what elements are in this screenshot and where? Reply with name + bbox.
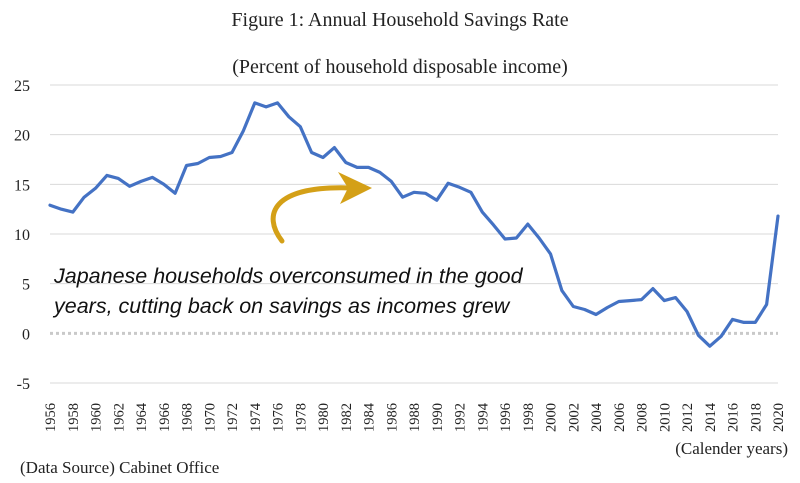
x-tick-label: 1956 xyxy=(43,403,59,432)
series-group xyxy=(48,101,780,348)
y-tick-label: 10 xyxy=(14,227,30,244)
y-tick-label: 15 xyxy=(14,177,30,194)
x-axis-label: (Calender years) xyxy=(675,439,788,458)
x-tick-label: 2008 xyxy=(635,403,651,432)
data-source: (Data Source) Cabinet Office xyxy=(20,458,219,477)
y-tick-label: -5 xyxy=(17,376,30,393)
gridlines xyxy=(50,84,778,384)
y-tick-label: 25 xyxy=(14,78,30,95)
annotation-arrowhead-icon xyxy=(338,172,372,204)
x-tick-label: 2020 xyxy=(771,403,787,432)
y-tick-label: 0 xyxy=(22,326,30,343)
x-tick-label: 2010 xyxy=(657,403,673,432)
x-tick-label: 1968 xyxy=(180,403,196,432)
x-tick-labels: 1956 1958 1960 1962 1964 1966 1968 1970 1972 1974… xyxy=(43,402,787,432)
annotation-arrow-icon xyxy=(270,185,355,244)
x-tick-label: 2004 xyxy=(589,402,605,432)
series-line xyxy=(48,101,780,348)
x-tick-label: 2000 xyxy=(544,403,560,432)
x-tick-label: 1994 xyxy=(475,402,491,432)
x-tick-label: 2012 xyxy=(680,403,696,432)
x-tick-label: 1962 xyxy=(111,403,127,432)
chart-title: Figure 1: Annual Household Savings Rate xyxy=(231,9,568,31)
x-tick-label: 1990 xyxy=(430,403,446,432)
x-tick-label: 1998 xyxy=(521,403,537,432)
x-tick-label: 2006 xyxy=(612,403,628,432)
x-tick-label: 2002 xyxy=(566,403,582,432)
x-tick-label: 1960 xyxy=(89,403,105,432)
x-tick-label: 2016 xyxy=(726,403,742,432)
x-tick-label: 1988 xyxy=(407,403,423,432)
x-tick-label: 1966 xyxy=(157,403,173,432)
x-tick-label: 1982 xyxy=(339,403,355,432)
annotation-line-2: years, cutting back on savings as income… xyxy=(52,294,511,318)
x-tick-label: 1978 xyxy=(293,403,309,432)
y-tick-label: 20 xyxy=(14,128,30,145)
x-tick-label: 1970 xyxy=(202,403,218,432)
x-tick-label: 2018 xyxy=(748,403,764,432)
y-tick-label: 5 xyxy=(22,277,30,294)
x-tick-label: 1958 xyxy=(66,403,82,432)
x-tick-label: 1996 xyxy=(498,403,514,432)
x-tick-label: 1984 xyxy=(362,402,378,432)
annotation-line-1: Japanese households overconsumed in the … xyxy=(53,264,524,288)
x-tick-label: 1972 xyxy=(225,403,241,432)
x-tick-label: 1986 xyxy=(384,403,400,432)
x-tick-label: 2014 xyxy=(703,402,719,432)
chart-subtitle: (Percent of household disposable income) xyxy=(232,56,567,78)
x-tick-label: 1980 xyxy=(316,403,332,432)
y-tick-labels: 25 20 15 10 5 0 -5 xyxy=(14,78,30,393)
x-tick-label: 1976 xyxy=(271,403,287,432)
x-tick-label: 1974 xyxy=(248,402,264,432)
x-tick-label: 1992 xyxy=(453,403,469,432)
x-tick-label: 1964 xyxy=(134,402,150,432)
